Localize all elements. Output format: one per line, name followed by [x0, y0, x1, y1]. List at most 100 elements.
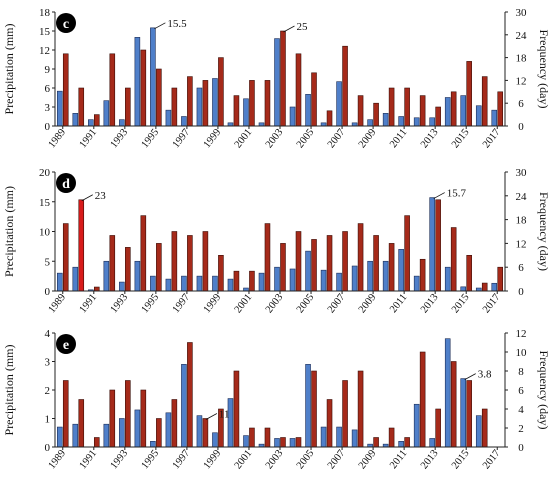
frequency-bar — [295, 231, 302, 292]
annotation-label: 3.8 — [478, 369, 492, 381]
precipitation-bar — [398, 249, 404, 292]
precipitation-bar — [305, 250, 311, 292]
left-tick-label: 20 — [39, 167, 51, 179]
left-tick-label: 3 — [45, 102, 51, 114]
frequency-bar — [78, 199, 85, 292]
frequency-bar — [233, 270, 240, 292]
right-tick-label: 6 — [518, 98, 524, 110]
x-tick-label: 1997 — [171, 127, 193, 150]
frequency-bar — [264, 427, 271, 448]
annotation-leader — [283, 25, 295, 33]
x-tick-label: 1999 — [202, 127, 224, 150]
frequency-bar — [404, 215, 410, 292]
precipitation-bar — [305, 364, 311, 448]
x-tick-label: 2011 — [388, 292, 409, 315]
x-tick-label: 1991 — [78, 448, 100, 471]
frequency-bar — [466, 255, 472, 292]
annotation-label: 15.5 — [167, 18, 187, 30]
annotation-label: 11 — [219, 409, 230, 421]
frequency-bar — [388, 87, 395, 127]
precipitation-bar — [413, 275, 420, 292]
frequency-bar — [419, 258, 426, 292]
frequency-bar — [171, 87, 178, 127]
x-tick-label: 2001 — [233, 292, 255, 315]
x-tick-label: 1999 — [202, 292, 224, 315]
precipitation-bar — [336, 426, 342, 448]
y-axis-title-right: Frequency (day) — [537, 30, 550, 109]
x-tick-label: 1993 — [109, 292, 131, 315]
frequency-bar — [156, 68, 162, 127]
y-axis-title-left: Precipitation (mm) — [2, 24, 16, 115]
x-tick-label: 1993 — [109, 448, 131, 471]
precipitation-bar — [243, 435, 249, 448]
right-tick-label: 18 — [516, 53, 528, 65]
right-tick-label: 24 — [516, 30, 528, 42]
x-tick-label: 1997 — [171, 292, 193, 315]
left-tick-label: 3 — [45, 357, 51, 369]
frequency-bar — [373, 102, 379, 127]
x-tick-label: 2011 — [388, 448, 409, 471]
precipitation-bar — [181, 116, 187, 127]
x-tick-label: 1993 — [109, 127, 131, 150]
panel-label: d — [62, 177, 70, 192]
precipitation-bar — [444, 266, 451, 292]
precipitation-bar — [56, 90, 63, 127]
frequency-bar — [62, 380, 69, 448]
frequency-bar — [326, 110, 333, 127]
right-tick-label: 2 — [518, 423, 524, 435]
right-tick-label: 0 — [518, 442, 524, 454]
precipitation-bar — [305, 94, 311, 127]
left-tick-label: 15 — [39, 26, 51, 38]
x-tick-label: 2015 — [450, 127, 472, 150]
precipitation-bar — [398, 440, 404, 448]
x-tick-label: 1995 — [140, 292, 162, 315]
annotation-label: 15.7 — [447, 188, 467, 200]
precipitation-bar — [212, 78, 218, 127]
frequency-bar — [93, 437, 100, 448]
x-tick-label: 1991 — [78, 292, 100, 315]
x-tick-label: 2013 — [419, 448, 441, 471]
precipitation-bar — [258, 272, 265, 292]
frequency-bar — [187, 342, 193, 448]
frequency-bar — [295, 53, 302, 127]
precipitation-bar — [382, 260, 389, 292]
frequency-bar — [156, 418, 162, 448]
frequency-bar — [311, 370, 317, 448]
precipitation-bar — [367, 260, 373, 292]
x-tick-label: 1999 — [202, 448, 224, 471]
frequency-bar — [249, 427, 255, 448]
left-tick-label: 4 — [45, 328, 51, 340]
frequency-bar — [140, 389, 147, 448]
precipitation-bar — [444, 338, 451, 448]
precipitation-bar — [444, 97, 451, 127]
frequency-bar — [435, 408, 441, 448]
frequency-bar — [404, 437, 410, 448]
left-tick-label: 6 — [45, 83, 51, 95]
frequency-bar — [125, 87, 131, 127]
precipitation-bar — [103, 260, 110, 292]
frequency-bar — [93, 286, 100, 292]
precipitation-bar — [103, 423, 110, 448]
x-tick-label: 2009 — [357, 448, 379, 471]
precipitation-bar — [72, 266, 79, 292]
frequency-bar — [264, 80, 271, 127]
frequency-bar — [140, 49, 147, 127]
y-axis-title-left: Precipitation (mm) — [2, 186, 16, 277]
precipitation-bar — [88, 119, 94, 127]
x-tick-label: 1995 — [140, 127, 162, 150]
precipitation-bar — [382, 113, 389, 127]
frequency-bar — [450, 361, 457, 448]
precipitation-bar — [72, 423, 79, 448]
precipitation-bar — [429, 438, 435, 448]
left-tick-label: 5 — [45, 256, 51, 268]
precipitation-bar — [150, 275, 156, 292]
frequency-bar — [187, 76, 193, 127]
precipitation-bar — [196, 275, 203, 292]
left-tick-label: 9 — [45, 64, 51, 76]
x-tick-label: 1995 — [140, 448, 162, 471]
frequency-bar — [187, 235, 193, 292]
x-tick-label: 2015 — [450, 448, 472, 471]
frequency-bar — [202, 418, 209, 448]
frequency-bar — [357, 95, 364, 127]
precipitation-bar — [165, 109, 172, 127]
